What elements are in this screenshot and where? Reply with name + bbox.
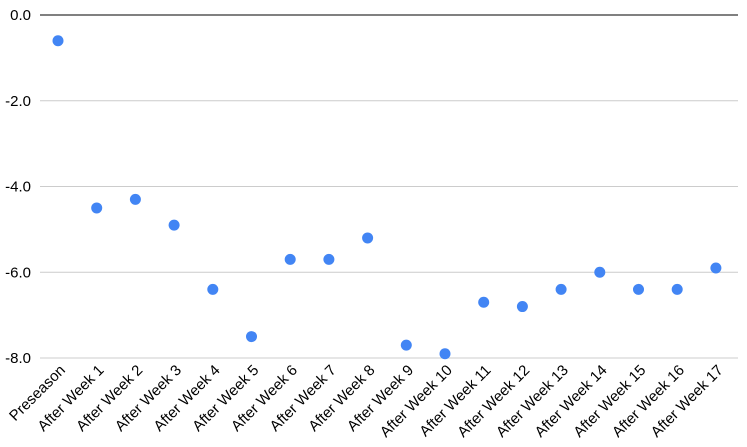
y-tick-label: -6.0 [5,264,31,281]
data-point [362,232,374,244]
data-point [400,339,412,351]
data-point [52,35,64,47]
y-tick-label: 0.0 [10,7,31,24]
data-point [516,301,528,313]
data-point [246,331,257,343]
data-point [168,219,180,231]
y-tick-label: -4.0 [5,179,31,196]
data-point [633,283,644,295]
data-point [555,283,567,295]
data-point [129,193,141,205]
data-point [284,253,296,265]
data-point [710,262,722,274]
data-point [478,296,490,308]
data-point [323,253,335,265]
data-point [594,266,606,278]
data-point [671,283,683,295]
y-tick-label: -2.0 [5,93,31,110]
data-point [439,348,451,360]
y-tick-label: -8.0 [5,350,31,367]
data-point [207,283,219,295]
data-point [91,202,103,214]
